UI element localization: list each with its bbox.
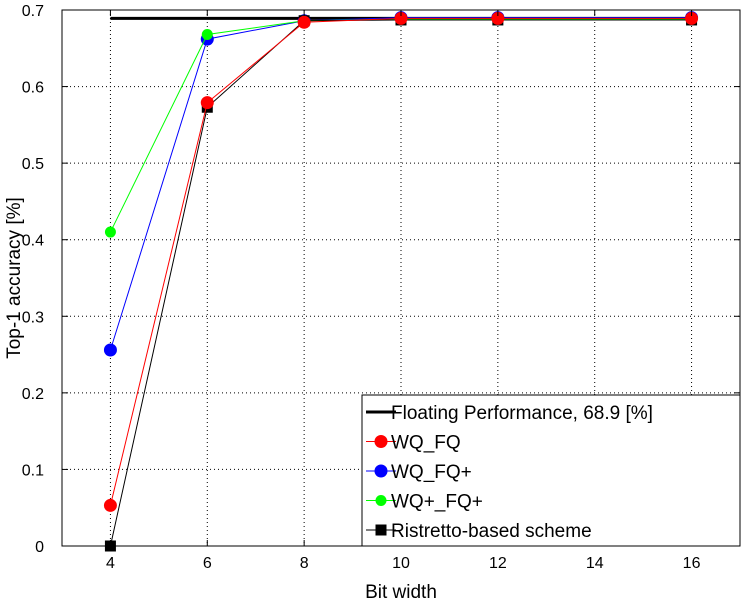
x-tick-label: 16 <box>683 555 701 572</box>
y-tick-label: 0.2 <box>22 386 44 403</box>
data-point <box>491 11 505 25</box>
data-point <box>394 11 408 25</box>
legend-item-wq-fq: WQ_FQ <box>366 433 461 454</box>
data-point <box>103 343 117 357</box>
legend: Floating Performance, 68.9 [%] WQ_FQ WQ_FQ… <box>361 394 741 547</box>
legend-label: WQ+_FQ+ <box>391 492 483 513</box>
legend-item-wq-fq: WQ_FQ+ <box>366 462 472 483</box>
legend-item-ristretto-based-scheme: Ristretto-based scheme <box>366 521 592 542</box>
series-line <box>109 17 692 506</box>
x-tick-label: 6 <box>203 555 212 572</box>
legend-marker <box>375 524 387 536</box>
legend-marker <box>374 435 388 448</box>
legend-marker <box>374 464 388 478</box>
data-point <box>103 498 117 512</box>
legend-item-floating-performance-68-9: Floating Performance, 68.9 [%] <box>366 403 653 424</box>
legend-label: WQ_FQ+ <box>391 462 472 483</box>
x-tick-label: 8 <box>300 555 309 572</box>
x-tick-label: 12 <box>489 555 507 572</box>
legend-label: Floating Performance, 68.9 [%] <box>391 403 653 424</box>
data-point <box>104 226 116 238</box>
x-tick-label: 10 <box>392 555 410 572</box>
legend-label: Ristretto-based scheme <box>391 521 592 542</box>
data-point <box>200 96 214 110</box>
x-tick-label: 14 <box>586 555 604 572</box>
y-tick-label: 0.4 <box>22 233 44 250</box>
data-point <box>685 11 699 25</box>
grid <box>62 9 740 547</box>
axis-ticks: 4 6 8 10 12 14 16 0 0.1 0.2 0.3 0.4 0.5 0.6 0.7 <box>22 3 740 572</box>
x-axis-label: Bit width <box>365 582 437 603</box>
y-tick-label: 0.3 <box>22 309 44 326</box>
y-axis-label: Top-1 accuracy [%] <box>4 197 25 359</box>
series-line <box>109 17 692 351</box>
series-line <box>109 18 692 233</box>
series-wq-fq <box>104 13 698 238</box>
y-tick-label: 0.7 <box>22 3 44 20</box>
data-point <box>297 15 311 29</box>
legend-label: WQ_FQ <box>391 433 461 454</box>
y-tick-label: 0 <box>35 539 44 556</box>
y-tick-label: 0.5 <box>22 156 44 173</box>
legend-marker <box>375 495 387 506</box>
legend-items: Floating Performance, 68.9 [%] WQ_FQ WQ_FQ… <box>366 403 653 542</box>
y-tick-label: 0.1 <box>22 462 44 479</box>
series-lines <box>103 11 699 552</box>
x-tick-label: 4 <box>106 555 115 572</box>
data-point <box>201 29 213 41</box>
series-wq-fq <box>103 11 699 512</box>
y-tick-label: 0.6 <box>22 80 44 97</box>
legend-box <box>361 394 741 547</box>
legend-item-wq-fq: WQ+_FQ+ <box>366 492 483 513</box>
